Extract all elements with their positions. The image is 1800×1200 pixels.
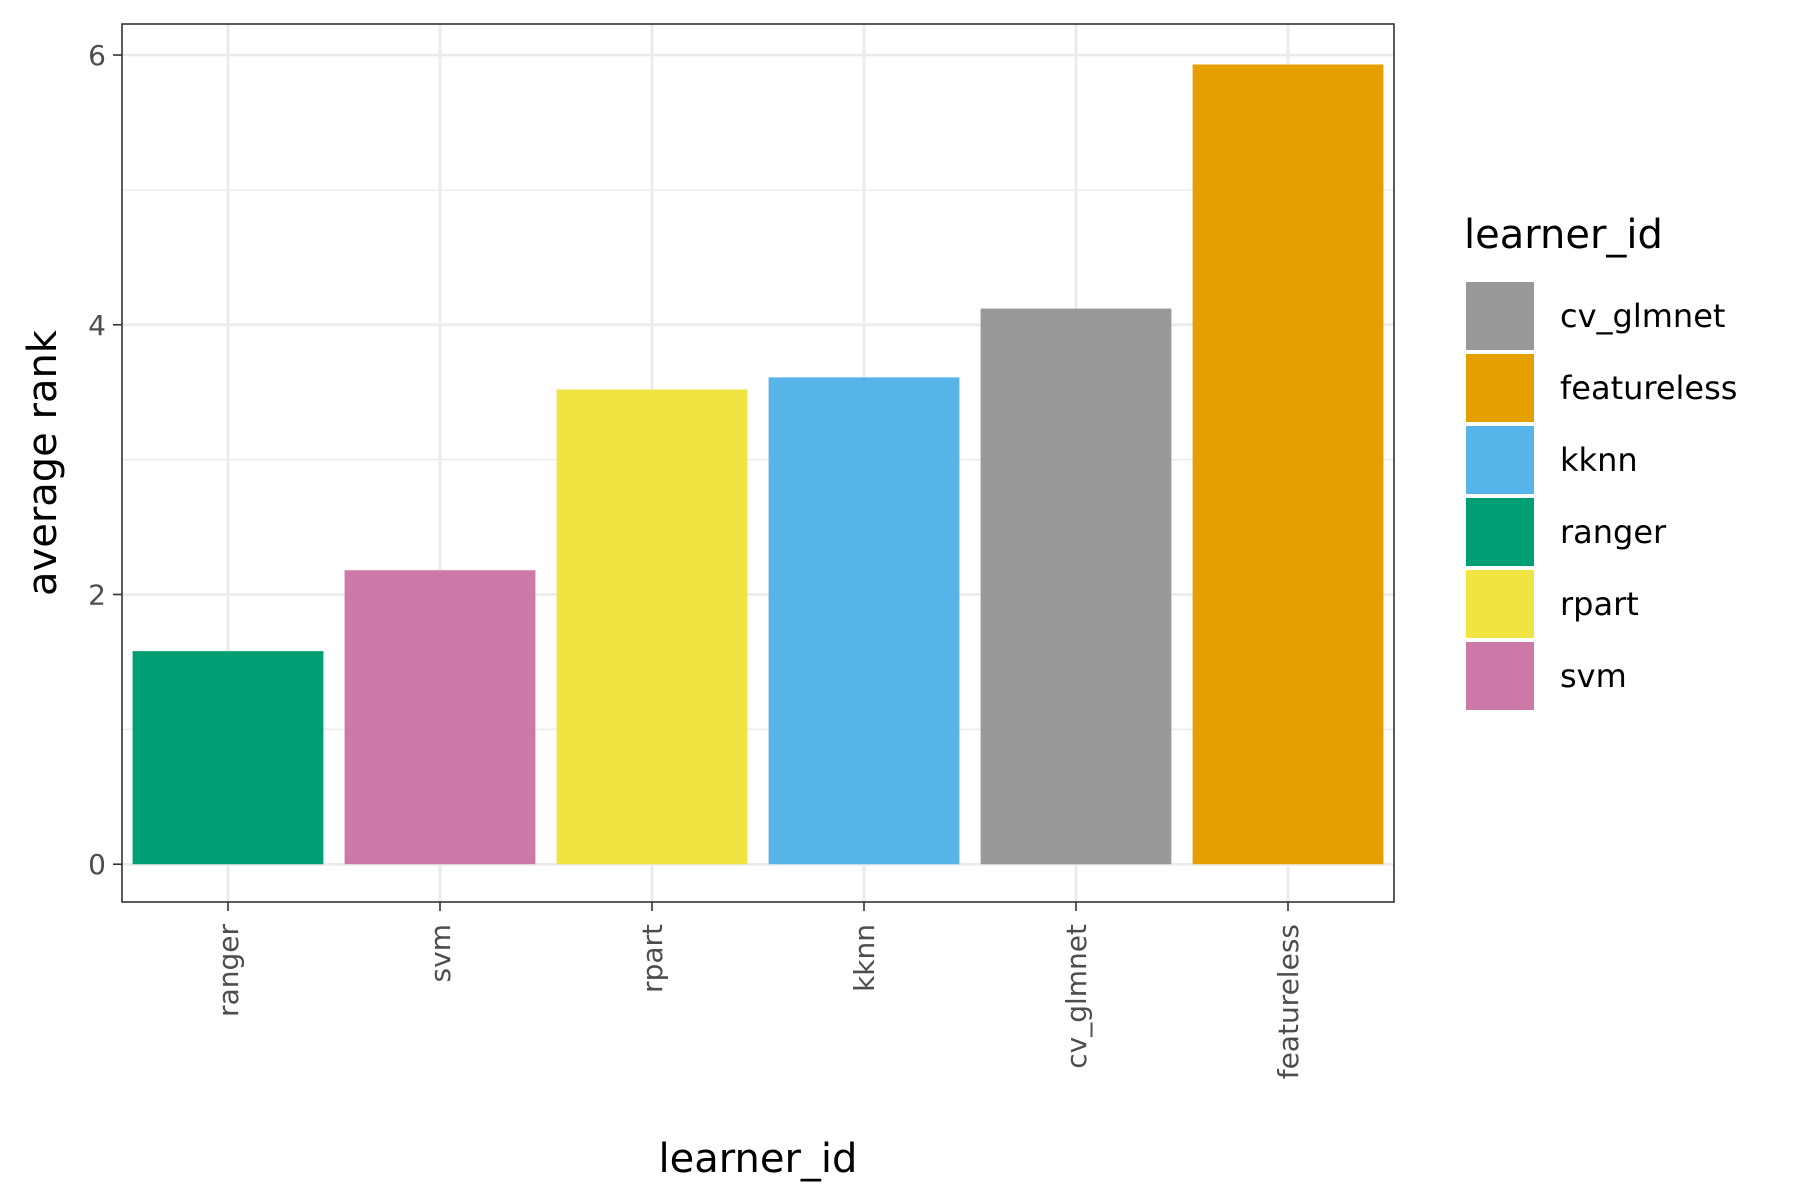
legend-key-kknn [1466, 426, 1534, 494]
bar-cv_glmnet [980, 308, 1172, 865]
legend-key-ranger [1466, 498, 1534, 566]
bar-rpart [556, 389, 748, 865]
bar-featureless [1192, 64, 1384, 865]
legend-label-svm: svm [1560, 657, 1627, 695]
x-axis-title: learner_id [659, 1136, 858, 1182]
y-tick-label: 2 [88, 578, 106, 611]
x-tick-label: featureless [1272, 924, 1305, 1079]
bar-svm [344, 570, 536, 865]
legend: learner_id cv_glmnet featureless kknn range… [1464, 212, 1737, 710]
legend-key-featureless [1466, 354, 1534, 422]
x-tick-label: rpart [636, 924, 669, 993]
bars [132, 64, 1384, 865]
legend-label-kknn: kknn [1560, 441, 1638, 479]
bar-ranger [132, 651, 324, 865]
bar-kknn [768, 377, 960, 865]
x-tick-label: kknn [848, 924, 881, 992]
x-tick-label: cv_glmnet [1060, 924, 1093, 1069]
y-tick-label: 0 [88, 848, 106, 881]
x-tick-label: ranger [212, 924, 245, 1017]
minor-gridlines [122, 189, 1394, 731]
legend-label-featureless: featureless [1560, 369, 1737, 407]
legend-label-ranger: ranger [1560, 513, 1667, 551]
legend-label-rpart: rpart [1560, 585, 1639, 623]
y-tick-label: 6 [88, 39, 106, 72]
legend-key-rpart [1466, 570, 1534, 638]
legend-title: learner_id [1464, 212, 1663, 258]
legend-key-svm [1466, 642, 1534, 710]
panel-border [121, 23, 1395, 903]
legend-label-cv_glmnet: cv_glmnet [1560, 297, 1725, 335]
legend-key-cv_glmnet [1466, 282, 1534, 350]
y-axis: 0 2 4 6 [88, 39, 122, 881]
y-axis-title: average rank [20, 329, 66, 596]
plot-panel [121, 23, 1395, 903]
x-tick-label: svm [424, 924, 457, 982]
y-tick-label: 4 [88, 309, 106, 342]
x-axis: ranger svm rpart kknn cv_glmnet featureless [212, 902, 1305, 1079]
